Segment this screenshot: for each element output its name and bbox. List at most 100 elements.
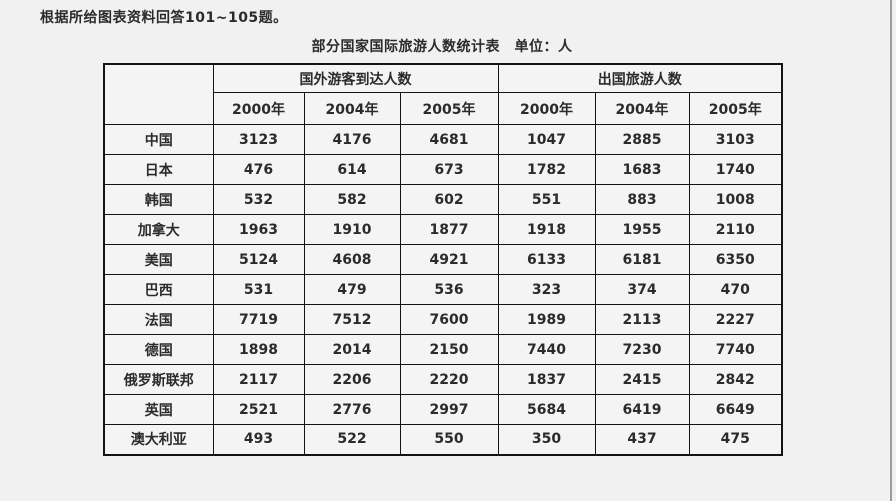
value-cell: 7440: [497, 334, 596, 365]
value-cell: 551: [497, 184, 596, 215]
table-row: 美国 5124 4608 4921 6133 6181 6350: [103, 244, 783, 275]
value-cell: 1740: [688, 154, 783, 185]
table-row: 法国 7719 7512 7600 1989 2113 2227: [103, 304, 783, 335]
year-header: 2004年: [594, 92, 690, 125]
value-cell: 2150: [399, 334, 499, 365]
value-cell: 5124: [212, 244, 305, 275]
table-row: 韩国 532 582 602 551 883 1008: [103, 184, 783, 215]
value-cell: 7230: [594, 334, 690, 365]
table-row: 日本 476 614 673 1782 1683 1740: [103, 154, 783, 185]
table-row: 德国 1898 2014 2150 7440 7230 7740: [103, 334, 783, 365]
value-cell: 3103: [688, 124, 783, 155]
value-cell: 2227: [688, 304, 783, 335]
value-cell: 6649: [688, 394, 783, 425]
value-cell: 1898: [212, 334, 305, 365]
table-row: 巴西 531 479 536 323 374 470: [103, 274, 783, 305]
country-cell: 俄罗斯联邦: [103, 364, 214, 395]
value-cell: 437: [594, 424, 690, 455]
value-cell: 3123: [212, 124, 305, 155]
value-cell: 1683: [594, 154, 690, 185]
value-cell: 4608: [303, 244, 401, 275]
value-cell: 522: [303, 424, 401, 455]
value-cell: 2776: [303, 394, 401, 425]
value-cell: 2220: [399, 364, 499, 395]
value-cell: 374: [594, 274, 690, 305]
value-cell: 6419: [594, 394, 690, 425]
value-cell: 2014: [303, 334, 401, 365]
value-cell: 2885: [594, 124, 690, 155]
window-right-edge: [890, 0, 892, 501]
year-header: 2000年: [212, 92, 305, 125]
country-cell: 中国: [103, 124, 214, 155]
value-cell: 883: [594, 184, 690, 215]
value-cell: 2117: [212, 364, 305, 395]
value-cell: 2110: [688, 214, 783, 245]
value-cell: 1989: [497, 304, 596, 335]
value-cell: 6181: [594, 244, 690, 275]
value-cell: 673: [399, 154, 499, 185]
value-cell: 6350: [688, 244, 783, 275]
value-cell: 1963: [212, 214, 305, 245]
value-cell: 536: [399, 274, 499, 305]
value-cell: 4176: [303, 124, 401, 155]
value-cell: 2113: [594, 304, 690, 335]
value-cell: 2415: [594, 364, 690, 395]
group-header-arrivals: 国外游客到达人数: [212, 63, 499, 93]
value-cell: 1910: [303, 214, 401, 245]
year-header: 2005年: [688, 92, 783, 125]
country-cell: 澳大利亚: [103, 424, 214, 455]
table-row: 中国 3123 4176 4681 1047 2885 3103: [103, 124, 783, 155]
value-cell: 582: [303, 184, 401, 215]
country-cell: 德国: [103, 334, 214, 365]
value-cell: 4681: [399, 124, 499, 155]
value-cell: 350: [497, 424, 596, 455]
country-cell: 日本: [103, 154, 214, 185]
value-cell: 550: [399, 424, 499, 455]
value-cell: 1782: [497, 154, 596, 185]
value-cell: 7600: [399, 304, 499, 335]
corner-cell: [103, 63, 214, 125]
value-cell: 602: [399, 184, 499, 215]
value-cell: 479: [303, 274, 401, 305]
value-cell: 2842: [688, 364, 783, 395]
year-header: 2000年: [497, 92, 596, 125]
value-cell: 7512: [303, 304, 401, 335]
value-cell: 2521: [212, 394, 305, 425]
value-cell: 614: [303, 154, 401, 185]
statistics-table: 国外游客到达人数 出国旅游人数 2000年 2004年 2005年 2000年 …: [103, 63, 784, 456]
value-cell: 2997: [399, 394, 499, 425]
group-header-row: 国外游客到达人数 出国旅游人数: [103, 63, 783, 125]
value-cell: 2206: [303, 364, 401, 395]
year-header: 2004年: [303, 92, 401, 125]
value-cell: 476: [212, 154, 305, 185]
country-cell: 美国: [103, 244, 214, 275]
year-header-row: 2000年 2004年 2005年 2000年 2004年 2005年: [104, 92, 783, 125]
table-row: 俄罗斯联邦 2117 2206 2220 1837 2415 2842: [103, 364, 783, 395]
value-cell: 1837: [497, 364, 596, 395]
value-cell: 6133: [497, 244, 596, 275]
year-header: 2005年: [399, 92, 499, 125]
value-cell: 4921: [399, 244, 499, 275]
value-cell: 1955: [594, 214, 690, 245]
value-cell: 532: [212, 184, 305, 215]
table-row: 英国 2521 2776 2997 5684 6419 6649: [103, 394, 783, 425]
country-cell: 英国: [103, 394, 214, 425]
table-title: 部分国家国际旅游人数统计表 单位：人: [311, 39, 573, 55]
group-header-outbound: 出国旅游人数: [497, 63, 783, 93]
country-cell: 加拿大: [103, 214, 214, 245]
country-cell: 巴西: [103, 274, 214, 305]
value-cell: 1918: [497, 214, 596, 245]
value-cell: 7740: [688, 334, 783, 365]
value-cell: 1877: [399, 214, 499, 245]
country-cell: 法国: [103, 304, 214, 335]
country-cell: 韩国: [103, 184, 214, 215]
table-row: 澳大利亚 493 522 550 350 437 475: [103, 424, 783, 455]
value-cell: 470: [688, 274, 783, 305]
value-cell: 5684: [497, 394, 596, 425]
value-cell: 475: [688, 424, 783, 455]
value-cell: 1008: [688, 184, 783, 215]
value-cell: 1047: [497, 124, 596, 155]
value-cell: 531: [212, 274, 305, 305]
value-cell: 323: [497, 274, 596, 305]
